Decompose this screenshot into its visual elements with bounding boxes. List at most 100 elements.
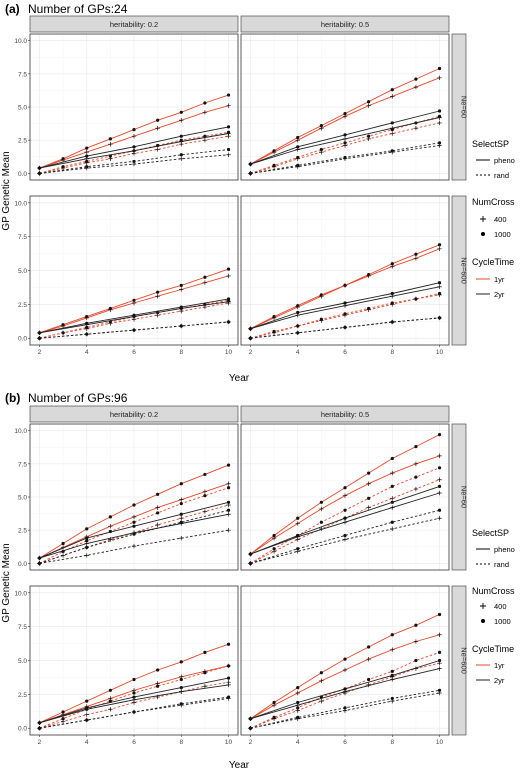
data-point-1000 bbox=[132, 691, 136, 695]
data-point-1000 bbox=[437, 612, 442, 617]
data-point-400 bbox=[179, 306, 184, 311]
data-point-1000 bbox=[296, 700, 300, 705]
data-point-400 bbox=[131, 709, 137, 715]
data-point-400 bbox=[271, 535, 277, 541]
data-point-400 bbox=[60, 157, 66, 163]
data-point-400 bbox=[131, 148, 137, 153]
data-point-400 bbox=[37, 336, 42, 341]
data-point-400 bbox=[342, 283, 348, 288]
data-point-400 bbox=[248, 171, 253, 176]
data-point-1000 bbox=[437, 433, 442, 437]
legend-a: SelectSP pheno rand NumCross 400 1000 Cy… bbox=[472, 139, 515, 299]
data-point-400 bbox=[437, 292, 442, 298]
data-point-400 bbox=[295, 534, 300, 540]
data-point-400 bbox=[60, 165, 66, 171]
data-point-400 bbox=[84, 322, 89, 327]
data-point-1000 bbox=[85, 699, 89, 703]
y-axis-title-a: GP Genetic Mean bbox=[1, 151, 12, 230]
data-point-400 bbox=[179, 139, 184, 144]
data-point-1000 bbox=[226, 500, 231, 504]
data-point-400 bbox=[84, 331, 89, 337]
data-point-400 bbox=[37, 165, 42, 171]
data-point-400 bbox=[390, 294, 395, 299]
data-point-1000 bbox=[414, 475, 418, 479]
data-point-400 bbox=[226, 512, 231, 517]
data-point-1000 bbox=[203, 101, 207, 105]
y-tick-label: 2.5 bbox=[18, 302, 27, 309]
data-point-400 bbox=[295, 156, 300, 161]
data-point-1000 bbox=[437, 281, 442, 285]
panel-frame bbox=[240, 423, 450, 571]
data-point-1000 bbox=[437, 109, 442, 113]
facet-strip-heritability bbox=[29, 15, 239, 33]
data-point-400 bbox=[413, 461, 419, 467]
data-point-400 bbox=[248, 551, 253, 557]
data-point-1000 bbox=[203, 671, 207, 675]
data-point-400 bbox=[295, 304, 300, 310]
data-point-1000 bbox=[179, 134, 183, 138]
x-tick-label: 10 bbox=[436, 739, 444, 746]
data-point-400 bbox=[342, 156, 348, 161]
data-point-400 bbox=[179, 118, 184, 123]
y-tick-label: 7.5 bbox=[18, 234, 27, 241]
data-point-1000 bbox=[156, 511, 160, 515]
legend-selectsp-title: SelectSP bbox=[472, 528, 509, 538]
data-point-1000 bbox=[367, 134, 371, 138]
data-point-400 bbox=[108, 707, 113, 712]
facet-panel: 0.0 2.5 5.0 7.5 10.0 bbox=[14, 33, 239, 181]
data-point-1000 bbox=[296, 547, 300, 551]
data-point-400 bbox=[131, 697, 137, 702]
data-point-400 bbox=[295, 716, 300, 721]
data-point-400 bbox=[342, 136, 348, 142]
panel-b-title: Number of GPs:96 bbox=[28, 391, 128, 405]
data-point-400 bbox=[437, 284, 442, 289]
data-point-400 bbox=[202, 509, 208, 514]
data-point-1000 bbox=[390, 456, 394, 461]
data-point-400 bbox=[437, 115, 442, 120]
data-point-1000 bbox=[156, 668, 160, 672]
data-point-400 bbox=[202, 684, 208, 689]
x-tick-label: 6 bbox=[343, 739, 347, 746]
data-point-400 bbox=[271, 330, 277, 336]
legend-pheno-label: pheno bbox=[494, 545, 515, 554]
data-point-400 bbox=[437, 477, 442, 482]
x-tick-label: 8 bbox=[179, 739, 183, 746]
data-point-400 bbox=[179, 703, 184, 708]
data-point-1000 bbox=[437, 650, 442, 654]
data-point-400 bbox=[295, 708, 300, 713]
data-point-400 bbox=[366, 103, 371, 108]
data-point-400 bbox=[202, 489, 208, 494]
data-point-400 bbox=[84, 156, 89, 161]
legend-cycletime-title: CycleTime bbox=[472, 644, 514, 654]
data-point-1000 bbox=[296, 706, 300, 710]
data-point-1000 bbox=[296, 310, 300, 315]
facet-panel bbox=[240, 423, 450, 571]
data-point-1000 bbox=[132, 520, 136, 524]
data-point-1000 bbox=[437, 484, 442, 488]
data-point-1000 bbox=[272, 700, 276, 705]
data-point-400 bbox=[60, 323, 66, 329]
data-point-400 bbox=[437, 666, 442, 671]
data-point-1000 bbox=[179, 153, 183, 157]
data-point-400 bbox=[155, 505, 160, 510]
data-point-1000 bbox=[226, 125, 231, 129]
data-point-400 bbox=[226, 319, 231, 325]
data-point-400 bbox=[179, 689, 184, 694]
data-point-1000 bbox=[179, 283, 183, 287]
data-point-1000 bbox=[85, 545, 89, 550]
data-point-400 bbox=[342, 114, 348, 119]
data-point-400 bbox=[131, 161, 137, 167]
data-point-400 bbox=[155, 313, 160, 318]
data-point-400 bbox=[413, 84, 419, 90]
data-point-400 bbox=[295, 137, 300, 143]
data-point-1000 bbox=[179, 512, 183, 516]
y-tick-label: 10.0 bbox=[14, 200, 27, 207]
data-point-1000 bbox=[203, 472, 207, 477]
data-point-1000 bbox=[61, 717, 65, 721]
data-point-400 bbox=[60, 719, 66, 724]
data-point-400 bbox=[295, 521, 300, 526]
data-point-400 bbox=[131, 134, 137, 139]
data-point-400 bbox=[437, 75, 442, 80]
data-point-1000 bbox=[437, 688, 442, 692]
